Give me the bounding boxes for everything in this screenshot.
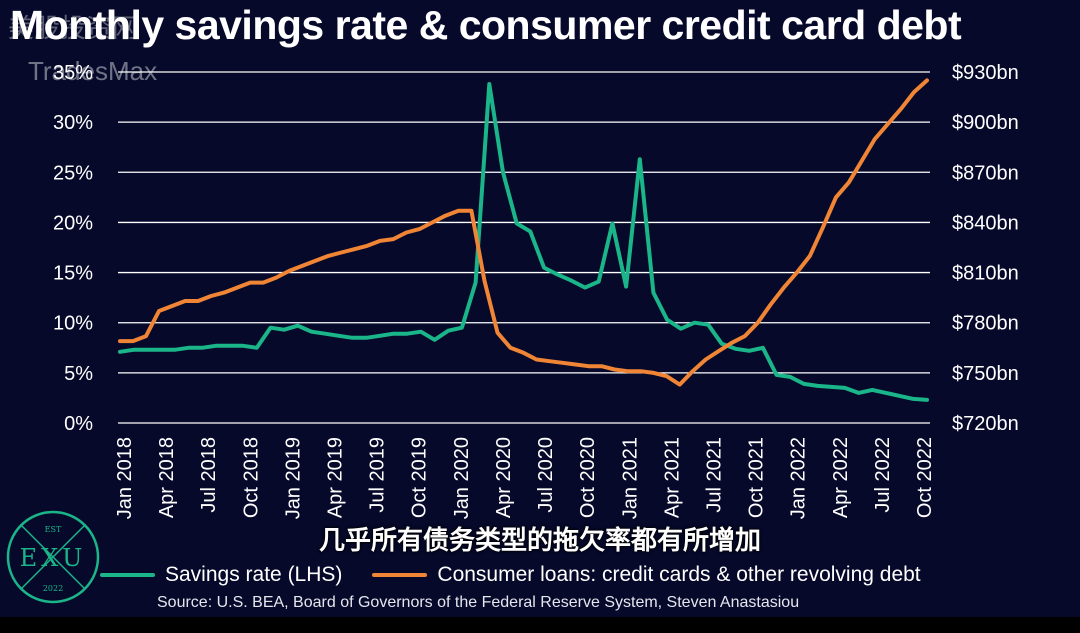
x-tick-label: Jan 2019 [282, 437, 304, 519]
x-tick-label: Apr 2018 [156, 437, 178, 518]
y-right-tick-label: $840bn [952, 212, 1019, 234]
x-tick-label: Apr 2022 [830, 437, 852, 518]
chart-title: Monthly savings rate & consumer credit c… [10, 2, 962, 48]
y-left-tick-label: 30% [53, 112, 93, 134]
x-tick-label: Oct 2022 [914, 437, 936, 518]
y-left-tick-label: 25% [53, 162, 93, 184]
x-tick-label: Oct 2019 [409, 437, 431, 518]
x-tick-label: Jan 2020 [451, 437, 473, 519]
logo-letters: EXU [20, 544, 87, 572]
bottom-bar [0, 617, 1080, 633]
x-tick-label: Apr 2021 [661, 437, 683, 518]
y-left-tick-label: 0% [64, 413, 93, 435]
y-axis-right: $720bn $750bn $780bn $810bn $840bn $870bn $900… [952, 62, 1019, 435]
y-left-tick-label: 15% [53, 263, 93, 285]
x-tick-label: Oct 2018 [240, 437, 262, 518]
x-tick-label: Jul 2022 [872, 437, 894, 513]
x-tick-label: Oct 2020 [577, 437, 599, 518]
x-tick-label: Jul 2018 [198, 437, 220, 513]
y-left-tick-label: 35% [53, 62, 93, 84]
x-tick-label: Oct 2021 [746, 437, 768, 518]
legend-item-loans: Consumer loans: credit cards & other rev… [372, 563, 921, 587]
y-left-tick-label: 10% [53, 313, 93, 335]
series-lines [118, 78, 929, 402]
logo-est: EST [45, 525, 62, 534]
subtitle-overlay: 几乎所有债务类型的拖欠率都有所增加 [318, 526, 761, 556]
legend-swatch-loans [372, 573, 428, 577]
exu-logo: EST EXU 2022 [6, 510, 100, 604]
series-line-savings [118, 82, 929, 402]
legend-item-savings: Savings rate (LHS) [100, 563, 342, 587]
watermark-brand: TradesMax [28, 56, 158, 86]
y-right-tick-label: $930bn [952, 62, 1019, 84]
y-right-tick-label: $780bn [952, 313, 1019, 335]
x-tick-label: Jan 2018 [114, 437, 136, 519]
x-tick-label: Jan 2022 [788, 437, 810, 519]
source-note: Source: U.S. BEA, Board of Governors of … [157, 594, 800, 611]
legend-label-savings: Savings rate (LHS) [165, 563, 343, 586]
x-tick-label: Jul 2021 [703, 437, 725, 513]
x-tick-label: Apr 2019 [325, 437, 347, 518]
y-left-tick-label: 5% [64, 363, 93, 385]
y-right-tick-label: $900bn [952, 112, 1019, 134]
y-right-tick-label: $720bn [952, 413, 1019, 435]
y-right-tick-label: $810bn [952, 263, 1019, 285]
x-tick-label: Apr 2020 [493, 437, 515, 518]
x-tick-label: Jul 2020 [535, 437, 557, 513]
y-right-tick-label: $750bn [952, 363, 1019, 385]
x-tick-label: Jul 2019 [367, 437, 389, 513]
y-right-tick-label: $870bn [952, 162, 1019, 184]
chart-legend: Savings rate (LHS) Consumer loans: credi… [100, 560, 951, 590]
x-axis: Jan 2018 Apr 2018 Jul 2018 Oct 2018 Jan 2019… [114, 437, 936, 519]
legend-swatch-savings [100, 573, 155, 577]
y-left-tick-label: 20% [53, 212, 93, 234]
series-line-loans [118, 78, 929, 387]
watermark-top: 美股投资网 [8, 13, 139, 43]
logo-year: 2022 [43, 584, 63, 593]
gridlines [118, 71, 930, 424]
y-axis-left: 0% 5% 10% 15% 20% 25% 30% 35% [53, 62, 93, 435]
legend-label-loans: Consumer loans: credit cards & other rev… [437, 563, 921, 586]
x-tick-label: Jan 2021 [619, 437, 641, 519]
